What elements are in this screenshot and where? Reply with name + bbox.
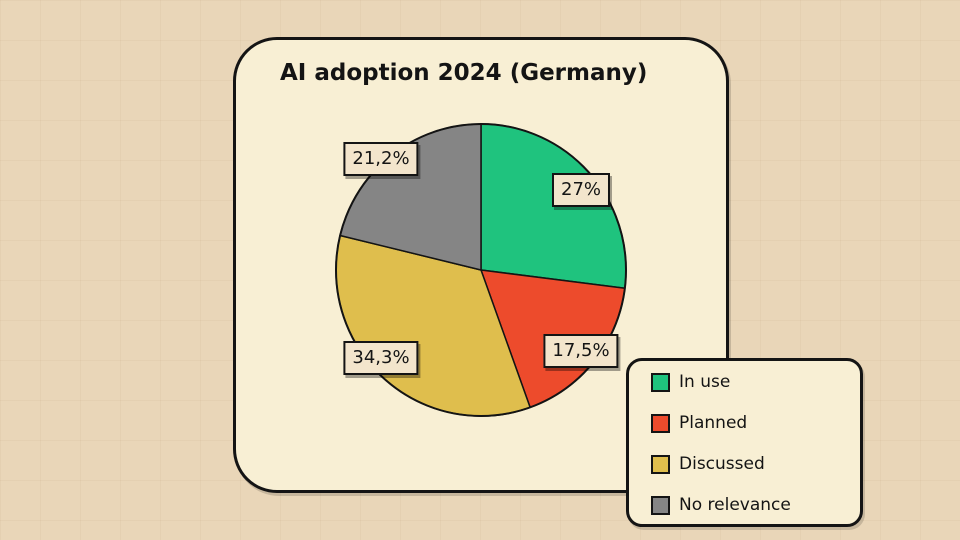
legend-item-discussed: Discussed xyxy=(651,453,765,475)
legend-item-planned: Planned xyxy=(651,412,747,434)
legend-swatch-planned xyxy=(651,413,670,433)
legend-item-no-relevance: No relevance xyxy=(651,494,791,516)
pie-outline xyxy=(335,123,627,417)
data-label-no-relevance: 21,2% xyxy=(343,142,419,176)
legend-swatch-discussed xyxy=(651,454,670,474)
legend-label-discussed: Discussed xyxy=(679,454,765,474)
legend-label-in-use: In use xyxy=(679,372,731,392)
data-label-in-use: 27% xyxy=(551,173,611,207)
legend-item-in-use: In use xyxy=(651,371,730,393)
legend-swatch-no-relevance xyxy=(651,495,670,515)
legend: In use Planned Discussed No relevance xyxy=(626,358,863,527)
legend-label-planned: Planned xyxy=(679,413,748,433)
legend-swatch-in-use xyxy=(651,372,670,392)
data-label-planned: 17,5% xyxy=(543,334,619,368)
legend-label-no-relevance: No relevance xyxy=(679,495,791,515)
chart-title: AI adoption 2024 (Germany) xyxy=(280,60,648,86)
data-label-discussed: 34,3% xyxy=(343,341,419,375)
